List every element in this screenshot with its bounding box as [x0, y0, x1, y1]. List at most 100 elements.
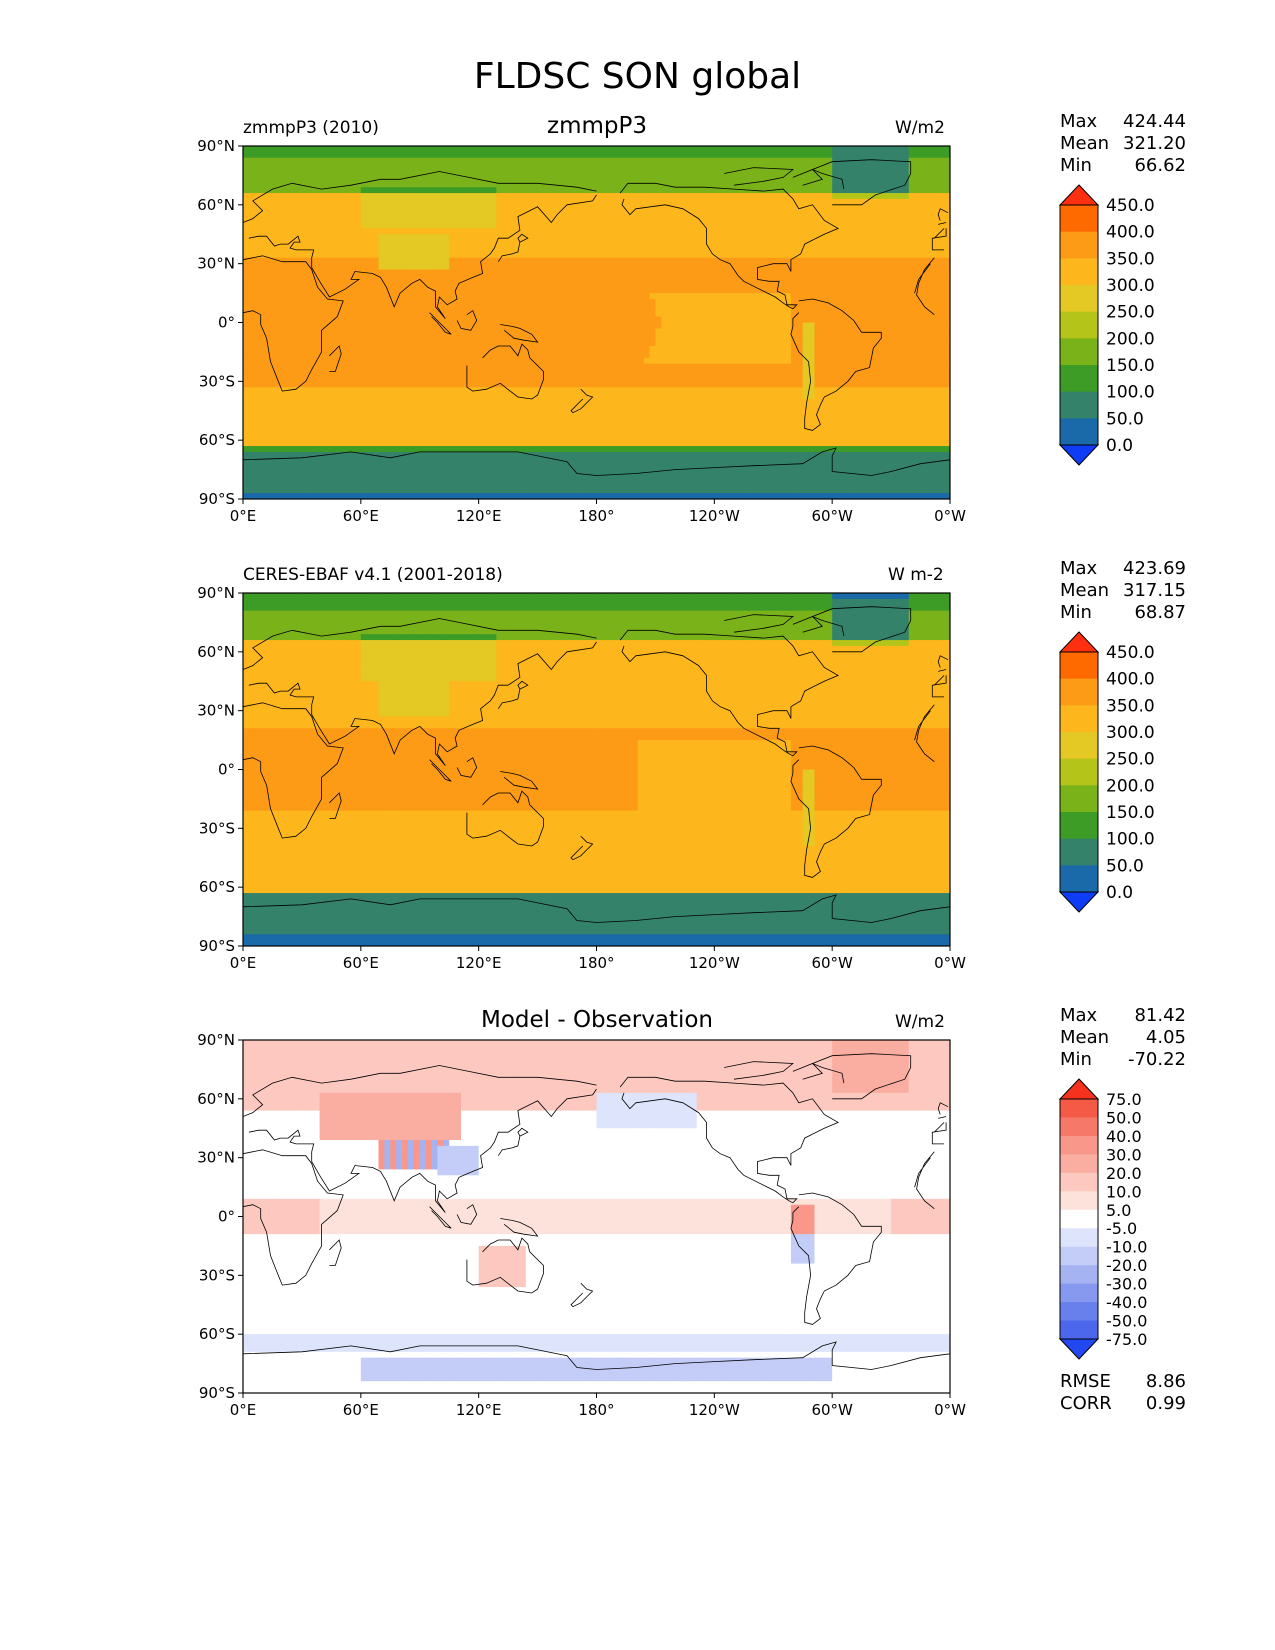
coastline [243, 606, 950, 923]
lon-tick-label: 120°W [689, 507, 740, 525]
colorbar-tick-label: 450.0 [1106, 643, 1155, 663]
coastline [243, 1053, 950, 1370]
lon-tick-label: 0°E [230, 507, 257, 525]
stat-mean-label: Mean [1060, 580, 1109, 602]
colorbar-extend-bottom [1058, 1338, 1100, 1360]
panel-difference: Model - Observation W/m2 0°E 60°E 120°E 180… [0, 1004, 1275, 1434]
lon-tick-label: 60°E [343, 954, 379, 972]
map-difference: 0°E 60°E 120°E 180° 120°W 60°W 0°W 90°N 60°N 30°N… [197, 1031, 966, 1419]
colorbar-tick-label: 0.0 [1106, 436, 1133, 456]
lon-tick-label: 60°W [811, 954, 853, 972]
colorbar-tick-label: -20.0 [1106, 1256, 1147, 1275]
colorbar-tick-label: -5.0 [1106, 1219, 1137, 1238]
field-fill [243, 593, 950, 946]
stat-mean-label: Mean [1060, 133, 1109, 155]
lat-tick-label: 60°S [199, 431, 235, 449]
stat-max-label: Max [1060, 111, 1097, 133]
panel-left-label: zmmpP3 (2010) [243, 118, 379, 138]
panel-title: Model - Observation [481, 1007, 713, 1033]
stats-block: Max 81.42 Mean 4.05 Min -70.22 [1060, 1005, 1186, 1071]
stat-min-value: -70.22 [1128, 1049, 1186, 1071]
colorbar-tick-label: 150.0 [1106, 356, 1155, 376]
colorbar-tick-label: 100.0 [1106, 383, 1155, 403]
colorbar-tick-label: 300.0 [1106, 276, 1155, 296]
colorbar-tick-label: 5.0 [1106, 1201, 1131, 1220]
stat-rmse-label: RMSE [1060, 1371, 1111, 1393]
colorbar-tick-label: 10.0 [1106, 1182, 1142, 1201]
colorbar-segment [1060, 1302, 1098, 1322]
colorbar-tick-label: 200.0 [1106, 776, 1155, 796]
lat-tick-label: 30°N [197, 702, 235, 720]
panel-units: W/m2 [895, 1012, 945, 1032]
colorbar-segment [1060, 1099, 1098, 1118]
lon-tick-label: 120°E [456, 507, 502, 525]
colorbar-extend-bottom [1058, 891, 1100, 913]
colorbar-frame [1059, 204, 1099, 446]
colorbar-tick-label: -30.0 [1106, 1275, 1147, 1294]
stats-block: Max 423.69 Mean 317.15 Min 68.87 [1060, 558, 1186, 624]
lon-tick-label: 180° [578, 507, 614, 525]
colorbar-tick-label: 250.0 [1106, 303, 1155, 323]
stat-mean-value: 321.20 [1123, 133, 1186, 155]
lon-tick-label: 60°W [811, 1401, 853, 1419]
panel-units: W/m2 [895, 118, 945, 138]
map-observation: 0°E 60°E 120°E 180° 120°W 60°W 0°W 90°N 60°N 30°N… [197, 584, 966, 972]
colorbar-segment [1060, 1154, 1098, 1174]
lat-tick-label: 90°S [199, 937, 235, 955]
colorbar-difference: 75.050.040.030.020.010.05.0-5.0-10.0-20.… [1058, 1078, 1147, 1360]
colorbar-observation: 450.0 400.0 350.0 300.0 250.0 200.0 150.0 100.0… [1058, 631, 1155, 913]
map-model: 0°E 60°E 120°E 180° 120°W 60°W 0°W 90°N 60°N 30°N… [197, 137, 966, 525]
colorbar-extend-top [1058, 631, 1100, 653]
colorbar-tick-label: 50.0 [1106, 856, 1144, 876]
lon-tick-label: 60°E [343, 507, 379, 525]
colorbar-tick-label: 20.0 [1106, 1164, 1142, 1183]
colorbar-segment [1060, 285, 1098, 313]
colorbar-tick-label: 450.0 [1106, 196, 1155, 216]
colorbar-segment [1060, 1246, 1098, 1266]
lon-tick-label: 120°W [689, 954, 740, 972]
lat-tick-label: 60°S [199, 878, 235, 896]
stat-min-value: 68.87 [1134, 602, 1186, 624]
colorbar-model: 450.0 400.0 350.0 300.0 250.0 200.0 150.0 100.0… [1058, 184, 1155, 466]
colorbar-segment [1060, 705, 1098, 733]
coastline [243, 159, 950, 476]
lat-tick-label: 90°S [199, 490, 235, 508]
stat-max-label: Max [1060, 1005, 1097, 1027]
lat-tick-label: 0° [218, 1208, 235, 1226]
colorbar-segment [1060, 1228, 1098, 1248]
colorbar-segment [1060, 1135, 1098, 1155]
lon-tick-label: 120°W [689, 1401, 740, 1419]
colorbar-tick-label: 400.0 [1106, 670, 1155, 690]
colorbar-segment [1060, 1265, 1098, 1285]
colorbar-tick-label: 40.0 [1106, 1127, 1142, 1146]
lon-tick-label: 180° [578, 1401, 614, 1419]
lat-tick-label: 60°N [197, 643, 235, 661]
colorbar-segment [1060, 418, 1098, 446]
colorbar-segment [1060, 1191, 1098, 1211]
colorbar-segment [1060, 758, 1098, 786]
colorbar-segment [1060, 391, 1098, 419]
colorbar-segment [1060, 205, 1098, 233]
colorbar-segment [1060, 652, 1098, 680]
colorbar-tick-label: 300.0 [1106, 723, 1155, 743]
colorbar-segment [1060, 1117, 1098, 1137]
stat-corr-value: 0.99 [1146, 1393, 1186, 1415]
lon-tick-label: 0°W [934, 954, 966, 972]
panel-title: zmmpP3 [547, 113, 647, 139]
lat-tick-label: 30°S [199, 372, 235, 390]
colorbar-segment [1060, 812, 1098, 840]
lat-tick-label: 30°S [199, 1266, 235, 1284]
stat-mean-label: Mean [1060, 1027, 1109, 1049]
stat-min-label: Min [1060, 155, 1092, 177]
lon-tick-label: 0°W [934, 507, 966, 525]
lat-tick-label: 90°N [197, 1031, 235, 1049]
stat-max-value: 424.44 [1123, 111, 1186, 133]
colorbar-segment [1060, 311, 1098, 339]
lon-tick-label: 120°E [456, 1401, 502, 1419]
colorbar-tick-label: 50.0 [1106, 409, 1144, 429]
stat-rmse-value: 8.86 [1146, 1371, 1186, 1393]
colorbar-segment [1060, 838, 1098, 866]
stat-min-value: 66.62 [1134, 155, 1186, 177]
lat-tick-label: 0° [218, 761, 235, 779]
stat-max-value: 81.42 [1134, 1005, 1186, 1027]
